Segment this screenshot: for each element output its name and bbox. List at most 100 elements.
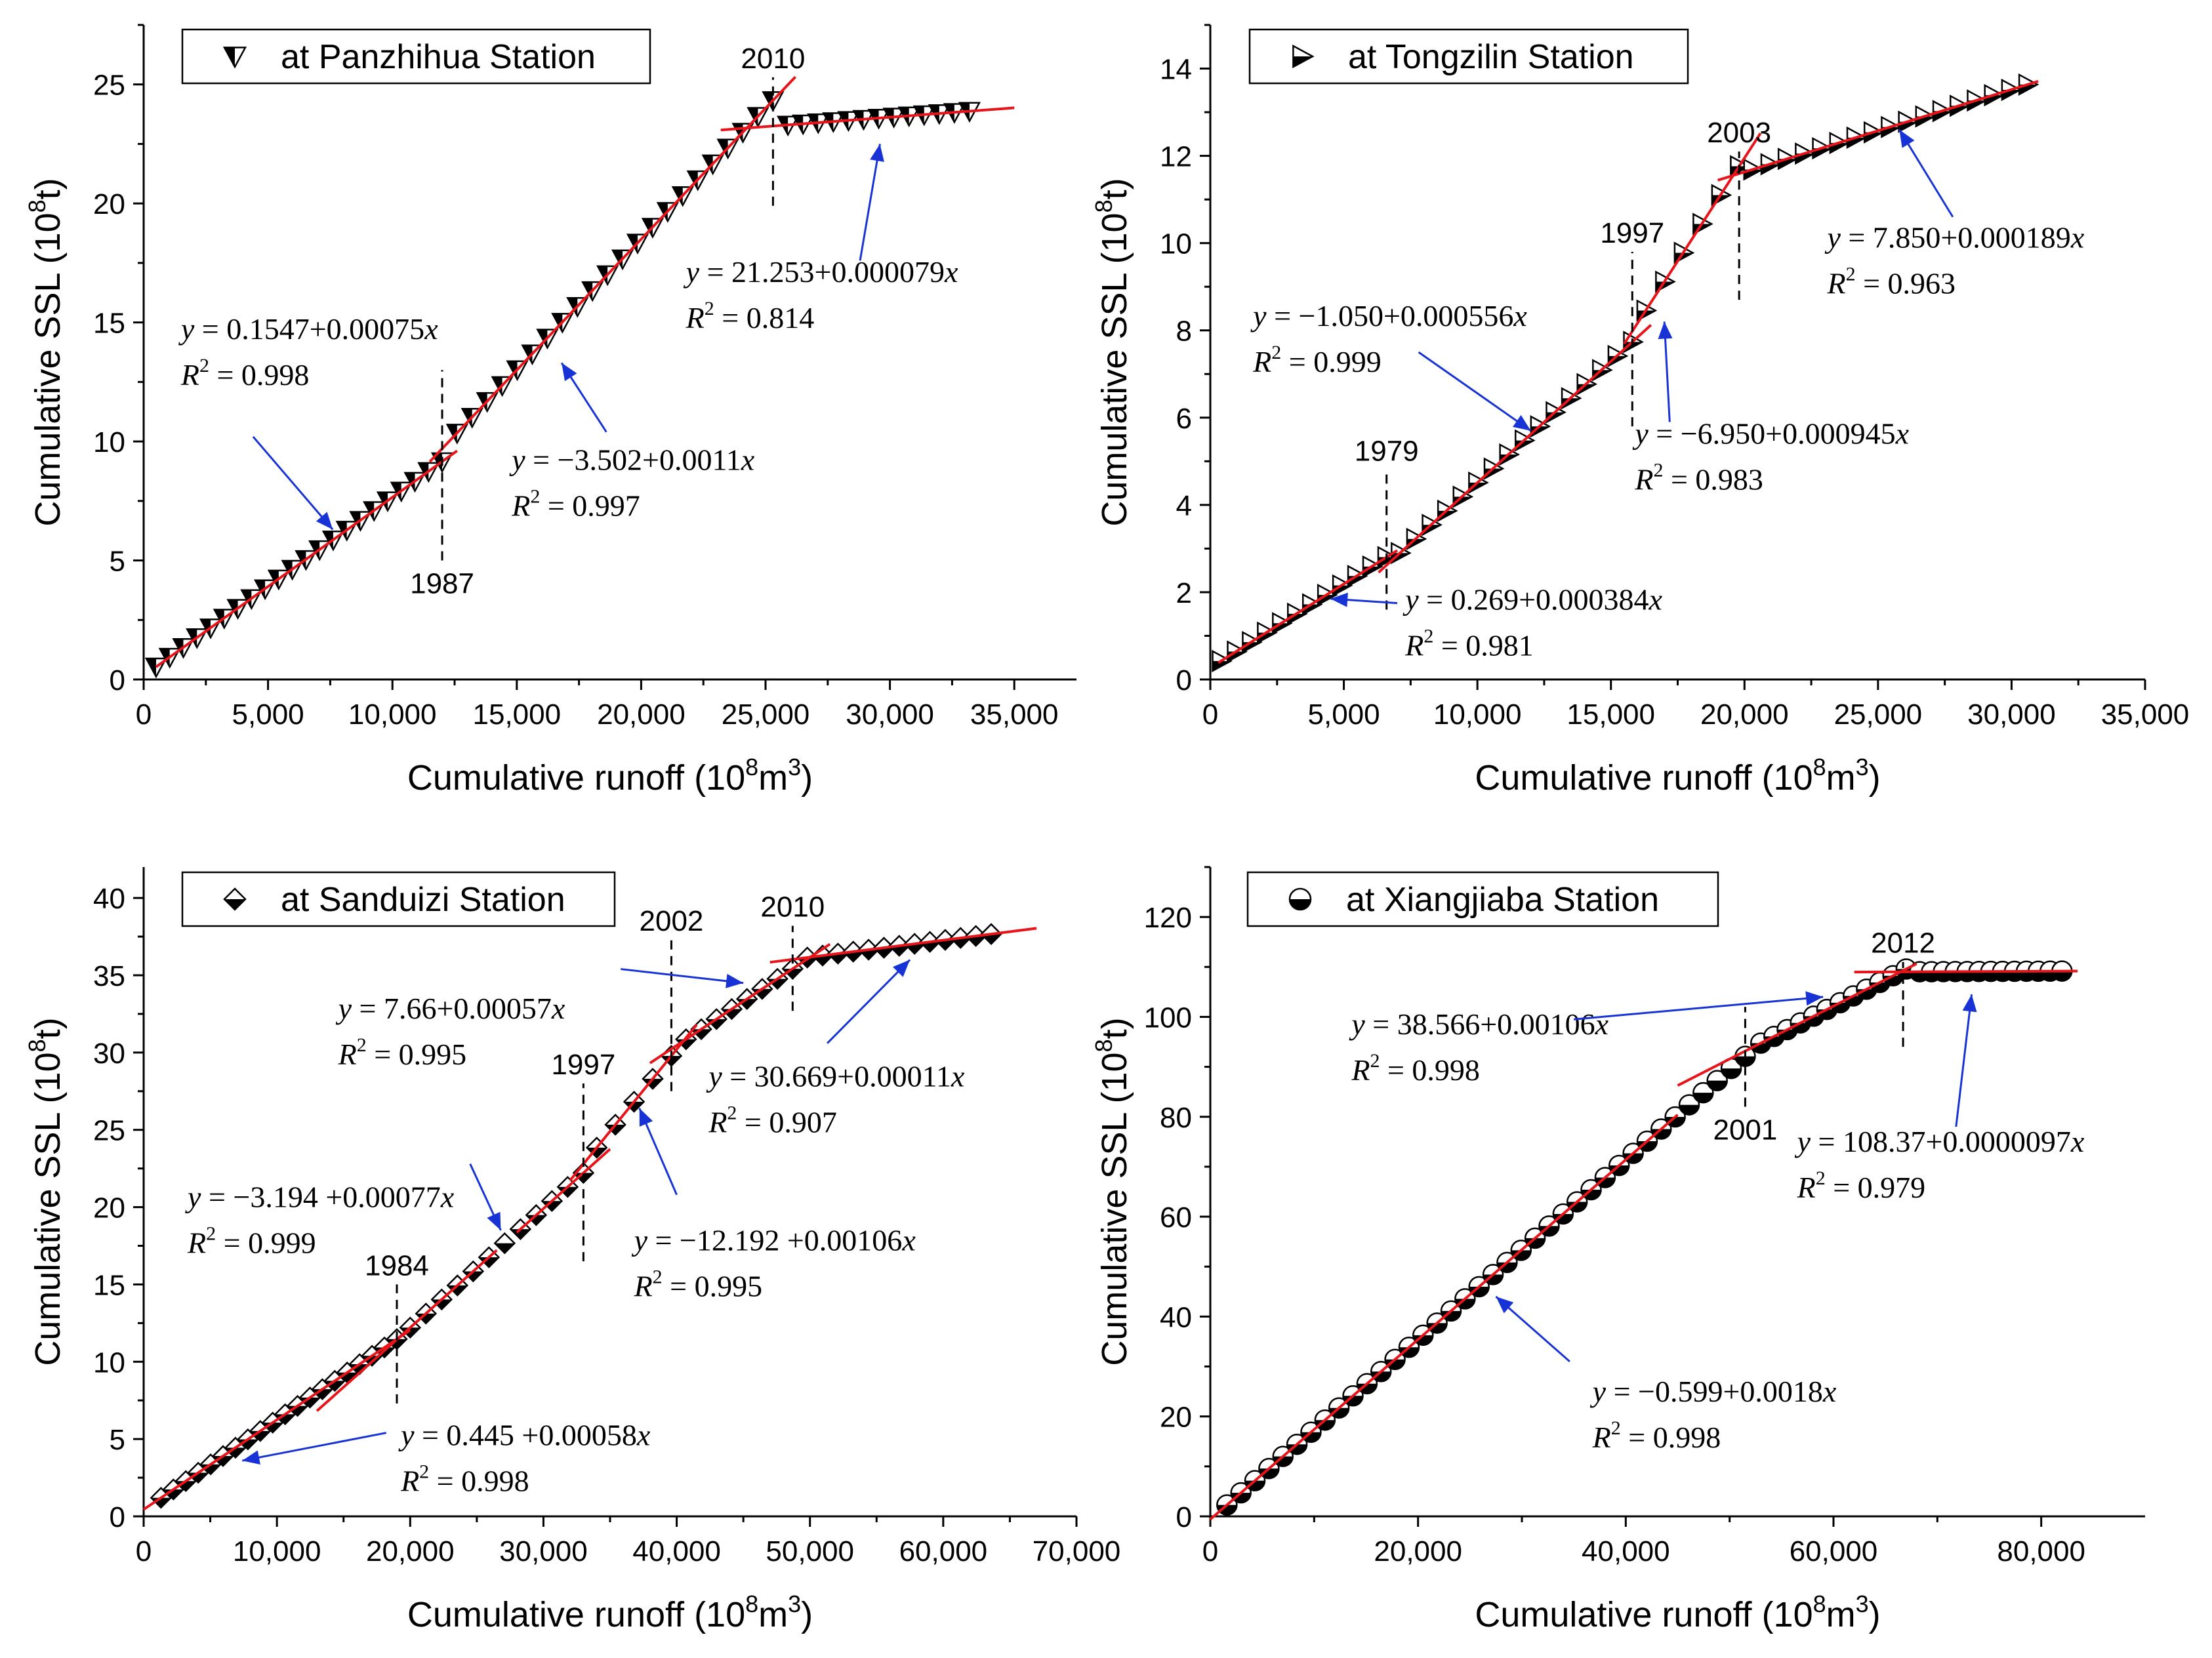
y-tick-label: 5 [110, 546, 125, 578]
legend: at Xiangjiaba Station [1246, 871, 1719, 927]
breakpoint-year-label: 1987 [410, 568, 474, 600]
legend-box [181, 28, 651, 85]
y-axis-title: Cumulative SSL (108t) [24, 1017, 68, 1365]
arrow-head-icon [1513, 415, 1531, 431]
x-tick-label: 35,000 [2101, 698, 2190, 731]
regression-line [316, 1249, 498, 1412]
y-axis-title: Cumulative SSL (108t) [24, 178, 68, 526]
data-point [493, 1232, 516, 1255]
y-tick-label: 60 [1160, 1202, 1192, 1234]
x-axis-title: Cumulative runoff (108m3) [407, 754, 813, 798]
legend-box [1246, 871, 1719, 927]
x-tick-label: 20,000 [366, 1535, 455, 1567]
y-tick-label: 20 [93, 188, 125, 220]
x-tick-label: 50,000 [766, 1535, 854, 1567]
regression-line [569, 1024, 698, 1182]
arrow-head-icon [1962, 994, 1977, 1013]
r-squared-label: R2 = 0.998 [1592, 1417, 1721, 1454]
legend-box [181, 871, 616, 927]
annotation-arrow [242, 1432, 387, 1462]
legend-marker-icon [222, 47, 247, 69]
equation-label: y = 0.269+0.000384x [1403, 583, 1662, 617]
annotation-arrow [252, 435, 334, 531]
x-tick-label: 70,000 [1033, 1535, 1121, 1567]
y-axis-title: Cumulative SSL (108t) [1090, 1017, 1134, 1365]
regression-line [1378, 324, 1652, 574]
data-point [1496, 1251, 1518, 1274]
r-squared-label: R2 = 0.998 [1351, 1050, 1480, 1087]
equation-label: y = 38.566+0.00106x [1349, 1007, 1608, 1041]
arrow-head-icon [487, 1211, 501, 1230]
regression-line [516, 1148, 611, 1234]
x-tick-label: 20,000 [597, 698, 686, 731]
chart-panel-1: 0 5,000 10,000 15,000 20,000 25,000 30,000 35,0… [24, 24, 1076, 798]
arrow-head-icon [870, 144, 884, 162]
breakpoint-year-label: 1984 [365, 1249, 429, 1282]
regression-line [649, 942, 831, 1064]
r-squared-label: R2 = 0.979 [1797, 1167, 1926, 1204]
legend-label: at Panzhihua Station [281, 38, 596, 76]
y-tick-label: 0 [110, 1501, 125, 1533]
x-tick-label: 60,000 [1790, 1535, 1878, 1567]
regression-line [720, 106, 1015, 132]
arrow-head-icon [1899, 129, 1915, 148]
x-tick-label: 15,000 [473, 698, 562, 731]
y-tick-label: 0 [110, 664, 125, 697]
x-axis-title: Cumulative runoff (108m3) [407, 1590, 813, 1634]
equation-label: y = −1.050+0.000556x [1250, 299, 1527, 333]
arrow-head-icon [1330, 592, 1348, 607]
y-tick-label: 5 [110, 1424, 125, 1456]
equation-label: y = 7.850+0.000189x [1825, 220, 2085, 254]
breakpoint-year-label: 2003 [1707, 117, 1771, 149]
legend-marker-icon [1292, 44, 1315, 69]
y-tick-label: 2 [1176, 577, 1192, 609]
chart-panel-3: 0 10,000 20,000 30,000 40,000 50,000 60,000 70,… [24, 867, 1120, 1634]
y-tick-label: 15 [93, 308, 125, 340]
arrow-head-icon [1658, 321, 1673, 339]
equation-label: y = −12.192 +0.00106x [632, 1224, 916, 1257]
annotation-arrow [1898, 129, 1954, 218]
annotation-arrow [1418, 351, 1532, 432]
x-tick-label: 10,000 [233, 1535, 321, 1567]
legend-label: at Xiangjiaba Station [1346, 881, 1659, 919]
equation-label: y = −6.950+0.000945x [1632, 417, 1909, 451]
r-squared-label: R2 = 0.998 [180, 355, 310, 392]
breakpoint-year-label: 1997 [1600, 217, 1664, 249]
y-tick-label: 30 [93, 1038, 125, 1070]
equation-label: y = 21.253+0.000079x [684, 255, 958, 289]
equation-label: y = −3.194 +0.00077x [185, 1181, 455, 1214]
x-tick-label: 20,000 [1700, 698, 1789, 731]
arrow-head-icon [562, 363, 577, 382]
x-tick-label: 0 [136, 698, 152, 731]
equation-label: y = 0.445 +0.00058x [398, 1419, 651, 1452]
legend-marker-icon [1288, 887, 1312, 911]
y-axis-title: Cumulative SSL (108t) [1090, 178, 1134, 526]
breakpoint-year-label: 2002 [640, 905, 704, 937]
y-tick-label: 40 [1160, 1301, 1192, 1333]
equation-label: y = 108.37+0.0000097x [1795, 1125, 2085, 1158]
r-squared-label: R2 = 0.995 [634, 1266, 763, 1303]
equation-label: y = −0.599+0.0018x [1590, 1375, 1837, 1408]
breakpoint-year-label: 2010 [741, 43, 805, 75]
equation-label: y = 30.669+0.00011x [706, 1060, 965, 1093]
r-squared-label: R2 = 0.995 [338, 1034, 467, 1071]
y-tick-label: 20 [1160, 1402, 1192, 1434]
y-tick-label: 100 [1144, 1001, 1192, 1034]
y-tick-label: 6 [1176, 403, 1192, 435]
regression-line [155, 449, 458, 668]
regression-line [1854, 969, 2078, 974]
x-tick-label: 40,000 [1582, 1535, 1670, 1567]
x-tick-label: 10,000 [348, 698, 437, 731]
r-squared-label: R2 = 0.998 [400, 1461, 529, 1498]
data-point [1678, 1094, 1700, 1116]
arrow-head-icon [639, 1108, 653, 1127]
annotation-arrow [621, 968, 744, 984]
data-point [1706, 1070, 1728, 1091]
equation-label: y = −3.502+0.0011x [509, 443, 755, 477]
x-tick-label: 0 [1202, 1535, 1218, 1567]
y-tick-label: 15 [93, 1269, 125, 1301]
y-tick-label: 25 [93, 70, 125, 102]
y-tick-label: 80 [1160, 1102, 1192, 1134]
y-tick-label: 4 [1176, 490, 1192, 522]
